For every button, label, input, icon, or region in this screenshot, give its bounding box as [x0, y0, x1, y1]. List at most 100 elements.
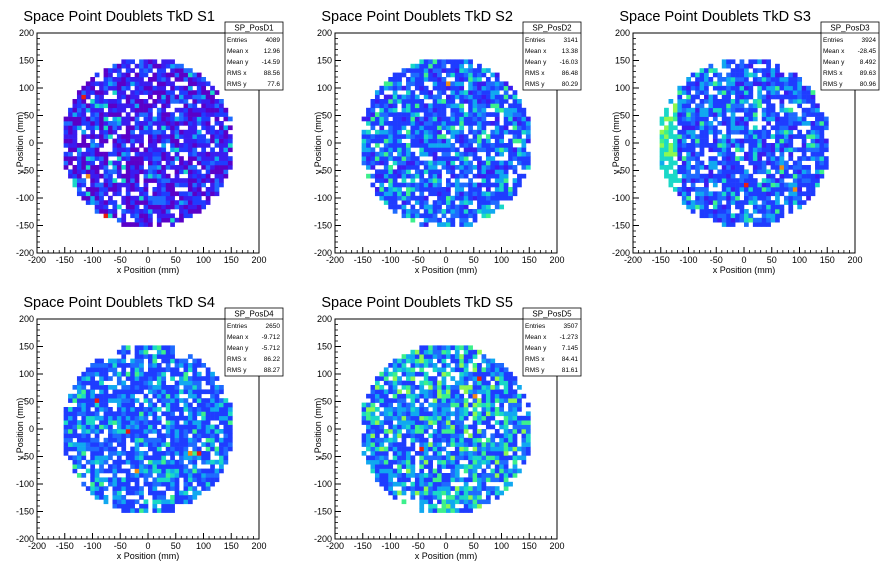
heatmap-cell — [152, 129, 158, 135]
heatmap-cell — [165, 442, 171, 447]
heatmap-cell — [406, 380, 411, 386]
heatmap-cell — [143, 464, 149, 469]
heatmap-cell — [130, 402, 135, 408]
heatmap-cell — [174, 169, 180, 175]
heatmap-cell — [374, 451, 380, 456]
heatmap-cell — [494, 200, 500, 205]
heatmap-cell — [223, 433, 229, 439]
heatmap-cell — [423, 429, 429, 434]
heatmap-cell — [103, 90, 109, 95]
heatmap-cell — [752, 116, 758, 122]
heatmap-cell — [419, 503, 425, 509]
heatmap-cell — [152, 59, 158, 65]
heatmap-cell — [85, 147, 91, 153]
heatmap-cell — [401, 424, 407, 430]
heatmap-cell — [192, 437, 198, 443]
heatmap-cell — [139, 121, 144, 126]
heatmap-cell — [227, 420, 233, 425]
heatmap-cell — [148, 81, 153, 87]
heatmap-cell — [721, 99, 727, 104]
heatmap-cell — [81, 143, 87, 148]
heatmap-cell — [383, 415, 389, 421]
heatmap-cell — [116, 191, 122, 197]
heatmap-cell — [165, 433, 171, 439]
heatmap-cell — [450, 72, 456, 78]
heatmap-cell — [459, 156, 465, 161]
heatmap-cell — [374, 424, 380, 430]
heatmap-cell — [187, 195, 193, 201]
heatmap-cell — [432, 156, 438, 161]
heatmap-cell — [125, 209, 131, 214]
heatmap-cell — [134, 420, 140, 425]
heatmap-cell — [219, 112, 224, 117]
heatmap-cell — [85, 459, 91, 465]
heatmap-cell — [428, 151, 433, 157]
heatmap-cell — [468, 72, 473, 78]
heatmap-cell — [770, 134, 776, 139]
heatmap-cell — [179, 143, 184, 148]
heatmap-cell — [214, 169, 220, 175]
heatmap-cell — [459, 209, 465, 214]
heatmap-cell — [401, 191, 407, 197]
heatmap-cell — [503, 94, 509, 100]
heatmap-cell — [223, 129, 229, 135]
heatmap-cell — [792, 182, 798, 188]
heatmap-cell — [735, 169, 740, 175]
heatmap-cell — [810, 143, 816, 148]
heatmap-cell — [392, 182, 398, 188]
heatmap-cell — [423, 495, 429, 500]
heatmap-cell — [112, 363, 118, 368]
heatmap-cell — [757, 217, 763, 223]
heatmap-cell — [437, 477, 442, 483]
heatmap-cell — [205, 468, 211, 474]
heatmap-cell — [210, 433, 215, 439]
heatmap-cell — [437, 156, 442, 161]
heatmap-cell — [370, 147, 376, 153]
heatmap-cell — [788, 85, 794, 91]
heatmap-cell — [494, 182, 500, 188]
heatmap-cell — [139, 415, 144, 421]
heatmap-cell — [210, 402, 215, 408]
heatmap-cell — [712, 191, 718, 197]
heatmap-cell — [90, 147, 96, 153]
heatmap-cell — [68, 407, 73, 412]
heatmap-cell — [730, 121, 736, 126]
heatmap-cell — [517, 103, 522, 109]
heatmap-cell — [423, 411, 429, 417]
x-tick-label: -150 — [652, 255, 670, 265]
heatmap-cell — [219, 402, 224, 408]
heatmap-cell — [121, 424, 127, 430]
heatmap-cell — [726, 209, 731, 214]
heatmap-cell — [192, 367, 198, 373]
heatmap-cell — [441, 455, 447, 461]
heatmap-cell — [414, 182, 420, 188]
heatmap-cell — [454, 121, 460, 126]
heatmap-cell — [441, 99, 447, 104]
heatmap-cell — [81, 411, 87, 417]
heatmap-cell — [379, 112, 385, 117]
heatmap-cell — [406, 455, 411, 461]
heatmap-cell — [116, 99, 122, 104]
x-axis-label: x Position (mm) — [117, 265, 180, 275]
heatmap-cell — [76, 451, 82, 456]
heatmap-cell — [744, 125, 749, 131]
heatmap-cell — [726, 59, 731, 65]
heatmap-cell — [223, 143, 229, 148]
heatmap-cell — [134, 121, 140, 126]
heatmap-cell — [708, 94, 714, 100]
heatmap-cell — [659, 121, 665, 126]
heatmap-cell — [752, 99, 758, 104]
heatmap-cell — [664, 169, 669, 175]
heatmap-cell — [76, 455, 82, 461]
heatmap-cell — [392, 437, 398, 443]
heatmap-cell — [196, 455, 202, 461]
heatmap-cell — [735, 138, 740, 144]
heatmap-cell — [161, 112, 167, 117]
heatmap-cell — [152, 90, 158, 95]
heatmap-cell — [752, 187, 758, 192]
heatmap-cell — [379, 437, 385, 443]
heatmap-cell — [459, 138, 465, 144]
heatmap-cell — [428, 464, 433, 469]
heatmap-cell — [397, 363, 402, 368]
heatmap-cell — [196, 437, 202, 443]
